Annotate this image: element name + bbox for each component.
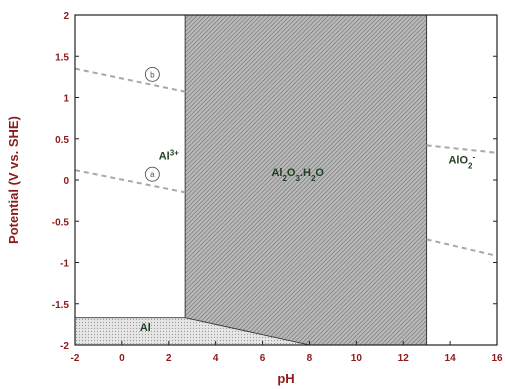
x-tick-label: 2	[166, 353, 172, 364]
region-label-0: Al3+	[159, 148, 179, 163]
y-tick-label: -1	[60, 259, 69, 270]
x-tick-label: -2	[71, 353, 80, 364]
line-label-b: b	[150, 70, 155, 79]
region-0	[74, 14, 186, 319]
x-tick-label: 14	[445, 353, 457, 364]
dashed-line-b	[74, 67, 186, 93]
y-axis-label: Potential (V vs. SHE)	[6, 116, 21, 244]
region-1	[184, 14, 428, 346]
region-label-2: AlO2-	[448, 152, 475, 170]
y-tick-label: -0.5	[52, 217, 70, 228]
dashed-line-b	[426, 144, 498, 154]
y-tick-label: 1.5	[55, 52, 69, 63]
dashed-line-a	[426, 238, 498, 257]
line-label-circle-b	[144, 66, 160, 82]
line-label-circle-a	[144, 166, 160, 182]
x-tick-label: 6	[260, 353, 266, 364]
line-label-a: a	[150, 170, 155, 179]
x-tick-label: 16	[491, 353, 503, 364]
y-tick-label: 0	[63, 176, 69, 187]
x-tick-label: 12	[398, 353, 410, 364]
y-tick-label: 0.5	[55, 135, 69, 146]
y-tick-label: 2	[63, 11, 69, 22]
region-2	[426, 14, 498, 346]
y-tick-label: -2	[60, 341, 69, 352]
x-tick-label: 0	[119, 353, 125, 364]
dashed-line-a	[74, 169, 186, 194]
x-tick-label: 10	[351, 353, 363, 364]
region-label-1: Al2O3.H2O	[271, 167, 324, 183]
x-tick-label: 4	[213, 353, 219, 364]
x-axis-label: pH	[277, 371, 294, 386]
y-tick-label: -1.5	[52, 300, 70, 311]
y-tick-label: 1	[63, 94, 69, 105]
x-tick-label: 8	[307, 353, 313, 364]
region-label-3: Al	[140, 322, 151, 334]
